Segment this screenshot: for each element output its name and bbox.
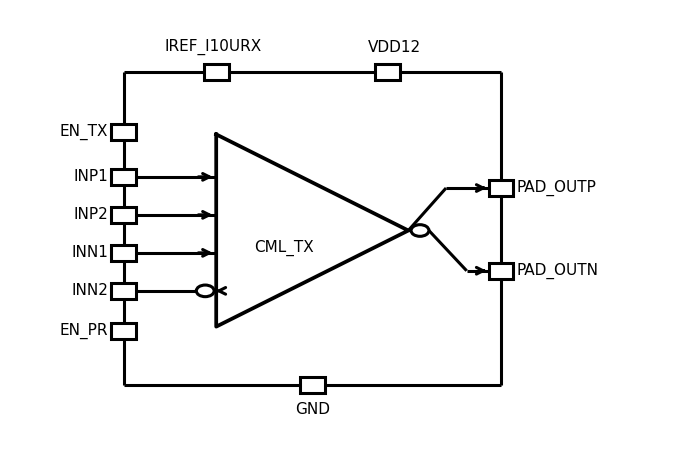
Text: EN_TX: EN_TX	[60, 124, 108, 140]
Text: PAD_OUTP: PAD_OUTP	[516, 180, 596, 196]
Text: EN_PR: EN_PR	[60, 323, 108, 339]
Text: CML_TX: CML_TX	[254, 240, 314, 256]
Bar	[111, 245, 136, 261]
Text: IREF_I10URX: IREF_I10URX	[164, 39, 261, 55]
Text: INN1: INN1	[71, 245, 108, 260]
Text: VDD12: VDD12	[368, 40, 421, 55]
Text: GND: GND	[295, 402, 330, 417]
Text: PAD_OUTN: PAD_OUTN	[516, 263, 598, 279]
Bar	[375, 64, 400, 80]
Bar	[111, 124, 136, 140]
Bar	[111, 323, 136, 339]
Text: INP2: INP2	[74, 207, 108, 222]
Bar	[489, 263, 513, 279]
Bar	[111, 169, 136, 185]
Text: INP1: INP1	[74, 169, 108, 184]
Bar	[111, 283, 136, 299]
Bar	[489, 180, 513, 196]
Text: INN2: INN2	[71, 284, 108, 298]
Bar	[300, 377, 325, 393]
Bar	[111, 207, 136, 223]
Bar	[204, 64, 229, 80]
